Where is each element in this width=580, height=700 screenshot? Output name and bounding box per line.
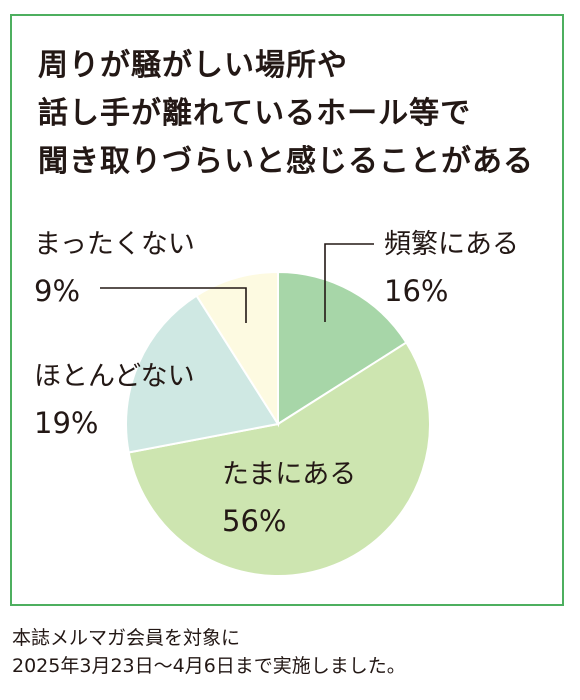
slice-value-never: 9 xyxy=(34,274,52,308)
slice-label-rarely: ほとんどない xyxy=(34,361,195,392)
pie-slice-frequent xyxy=(277,270,408,426)
slice-value-frequent: 16 xyxy=(384,274,421,308)
slice-percent-never: 9% xyxy=(34,274,80,308)
pie-slice-never xyxy=(195,270,279,428)
slice-value-rarely: 19 xyxy=(34,406,71,440)
chart-title: 周りが騒がしい場所や 話し手が離れているホール等で 聞き取りづらいと感じることが… xyxy=(38,42,534,186)
pie-slice-rarely xyxy=(125,294,280,454)
chart-title-line-1: 周りが騒がしい場所や xyxy=(38,48,348,83)
slice-label-sometimes: たまにある xyxy=(222,459,356,490)
pie-slices xyxy=(125,270,431,577)
pie-slice-sometimes xyxy=(127,341,431,577)
leader-line-never xyxy=(100,287,247,323)
footnote-line-1: 本誌メルマガ会員を対象に xyxy=(12,627,241,649)
slice-label-frequent: 頻繁にある xyxy=(384,229,519,260)
slice-percent-sometimes: 56% xyxy=(222,504,286,538)
slice-unit-rarely: % xyxy=(71,406,99,440)
survey-footnote: 本誌メルマガ会員を対象に 2025年3月23日〜4月6日まで実施しました。 xyxy=(12,624,406,680)
leader-line-frequent xyxy=(324,243,374,322)
footnote-line-2: 2025年3月23日〜4月6日まで実施しました。 xyxy=(12,655,406,677)
slice-value-sometimes: 56 xyxy=(222,504,259,538)
slice-percent-rarely: 19% xyxy=(34,406,98,440)
slice-unit-never: % xyxy=(52,274,80,308)
slice-unit-frequent: % xyxy=(421,274,449,308)
chart-title-line-3: 聞き取りづらいと感じることがある xyxy=(38,144,534,179)
slice-percent-frequent: 16% xyxy=(384,274,448,308)
slice-label-never: まったくない xyxy=(34,229,195,260)
slice-unit-sometimes: % xyxy=(259,504,287,538)
chart-title-line-2: 話し手が離れているホール等で xyxy=(38,96,472,131)
leader-lines xyxy=(100,243,374,323)
